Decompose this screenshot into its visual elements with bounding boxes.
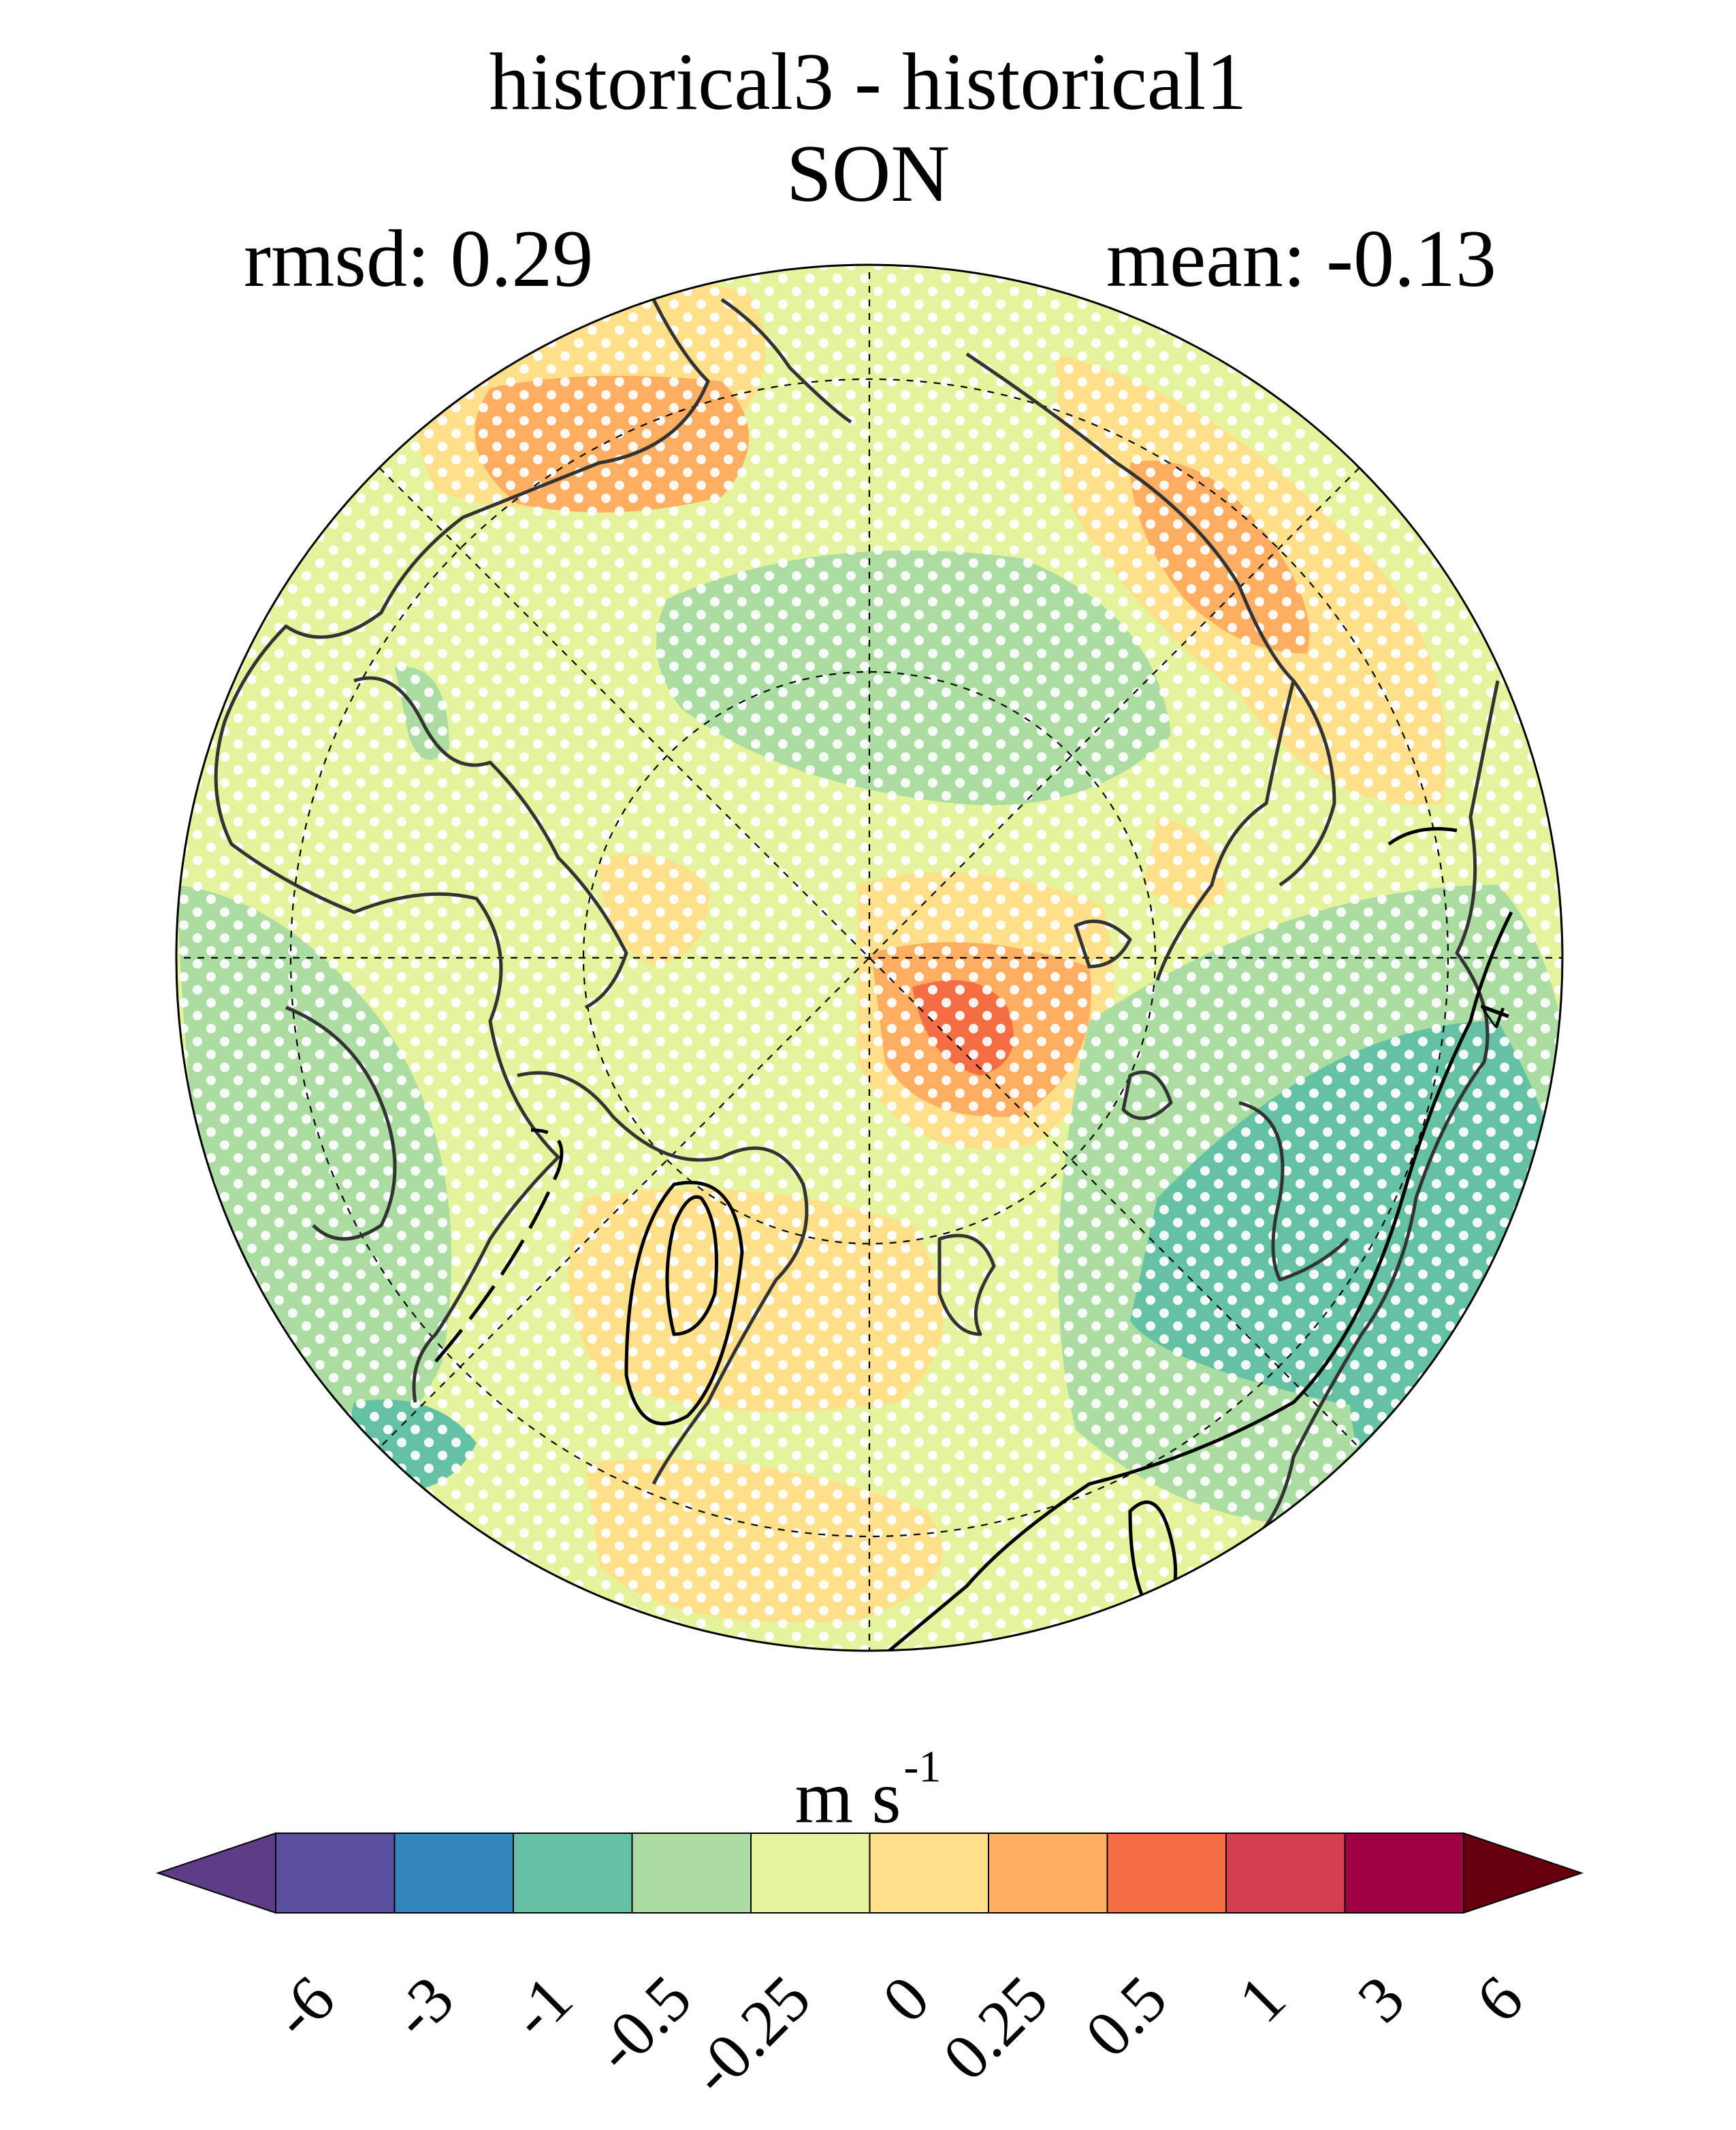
colorbar-extend-low (155, 1832, 276, 1914)
map-boundary (175, 263, 1564, 1652)
colorbar-box (631, 1833, 752, 1914)
map-field: 4 (176, 265, 1562, 1651)
colorbar-units-base: m s (794, 1756, 901, 1839)
colorbar-box (750, 1833, 871, 1914)
colorbar-units: m s-1 (0, 1745, 1736, 1835)
mean-label: mean: -0.13 (1106, 213, 1496, 304)
colorbar-box (393, 1833, 514, 1914)
figure-title: historical3 - historical1 (489, 36, 1247, 127)
colorbar-box (1106, 1833, 1227, 1914)
colorbar-box (988, 1833, 1108, 1914)
colorbar-extend-high (1463, 1832, 1584, 1914)
colorbar-box (869, 1833, 989, 1914)
colorbar-box (1225, 1833, 1346, 1914)
colorbar-units-exponent: -1 (903, 1742, 942, 1792)
rmsd-label: rmsd: 0.29 (244, 213, 594, 304)
figure-subtitle-season: SON (786, 128, 950, 219)
colorbar-box (513, 1833, 633, 1914)
colorbar-box (1344, 1833, 1464, 1914)
colorbar-box (275, 1833, 396, 1914)
